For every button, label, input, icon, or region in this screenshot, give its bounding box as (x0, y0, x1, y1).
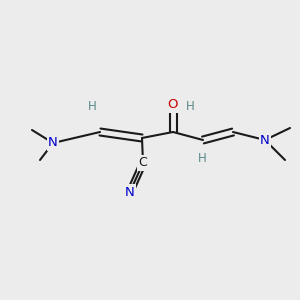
Text: O: O (168, 98, 178, 112)
Text: H: H (88, 100, 96, 113)
Text: N: N (260, 134, 270, 146)
Text: N: N (48, 136, 58, 149)
Text: H: H (186, 100, 194, 113)
Text: C: C (139, 157, 147, 169)
Text: N: N (125, 185, 135, 199)
Text: H: H (198, 152, 206, 164)
